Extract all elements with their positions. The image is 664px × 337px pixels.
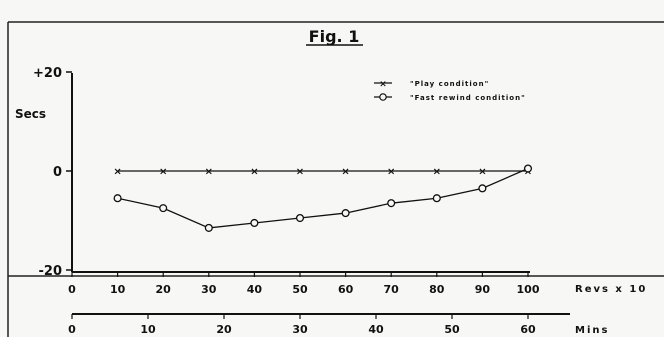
data-point-circle [523, 164, 533, 173]
data-point-circle [159, 204, 168, 213]
secondary-axis-label: Mins [575, 325, 609, 336]
series-line-1 [117, 167, 529, 229]
data-point-circle [387, 199, 396, 208]
data-point-circle [250, 218, 259, 228]
secondary-tick-label: 30 [292, 323, 308, 336]
data-point-cross: × [250, 167, 258, 178]
x-tick-label: 40 [247, 283, 263, 296]
legend-play-label: "Play condition" [410, 80, 489, 88]
secondary-tick-label: 10 [140, 323, 156, 336]
data-point-cross: × [205, 167, 213, 178]
data-point-circle [341, 209, 350, 218]
y-axis-label: Secs [15, 107, 46, 121]
data-point-cross: × [159, 167, 167, 178]
x-ticks: 0 10 20 30 40 50 60 70 80 90 100 [68, 272, 540, 296]
x-tick-label: 100 [517, 283, 540, 296]
data-point-circle [113, 194, 122, 203]
secondary-tick-label: 50 [444, 323, 460, 336]
data-point-cross: × [341, 167, 349, 178]
data-point-cross: × [387, 167, 395, 178]
data-point-circle [478, 184, 487, 193]
x-tick-label: 80 [429, 283, 445, 296]
x-tick-label: 10 [110, 283, 126, 296]
x-tick-label: 60 [338, 283, 354, 296]
data-point-cross: × [113, 167, 121, 178]
secondary-tick-label: 20 [216, 323, 232, 336]
y-tick-label: 0 [53, 165, 62, 180]
secondary-tick-label: 40 [368, 323, 384, 336]
secondary-tick-label: 60 [520, 323, 536, 336]
x-tick-label: 30 [201, 283, 217, 296]
x-tick-label: 50 [292, 283, 308, 296]
y-tick-label: +20 [33, 66, 62, 81]
y-tick-label: -20 [39, 264, 63, 279]
legend-play-marker: × [379, 80, 387, 90]
x-tick-label: 90 [475, 283, 491, 296]
data-point-cross: × [478, 167, 486, 178]
chart-title: Fig. 1 [309, 27, 360, 46]
y-ticks: +20 0 -20 [33, 66, 72, 279]
x-tick-label: 20 [156, 283, 172, 296]
series-layer: ×××××××××× [113, 164, 533, 232]
x-tick-label: 0 [68, 283, 76, 296]
legend-rewind-label: "Fast rewind condition" [410, 94, 526, 102]
data-point-circle [432, 194, 441, 203]
legend: × "Play condition" "Fast rewind conditio… [374, 80, 526, 102]
data-point-cross: × [296, 167, 304, 178]
x-tick-label: 70 [384, 283, 400, 296]
data-point-circle [295, 213, 305, 223]
data-point-cross: × [433, 167, 441, 178]
data-point-circle [204, 223, 213, 232]
x-axis-label: Revs x 10 [575, 284, 647, 295]
secondary-tick-label: 0 [68, 323, 76, 336]
legend-rewind-marker [379, 93, 387, 101]
secondary-ticks: 0 10 20 30 40 50 60 [68, 314, 536, 336]
